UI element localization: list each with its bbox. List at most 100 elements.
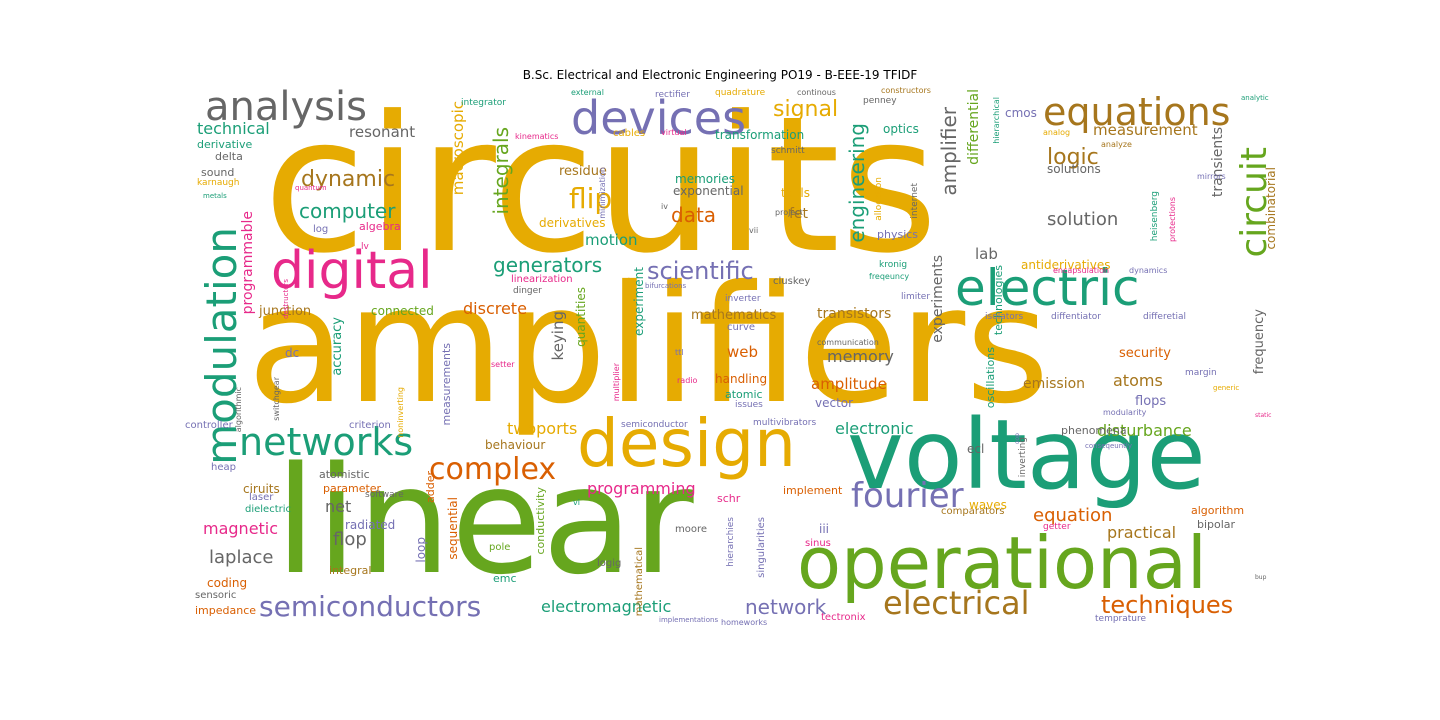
word-generators: generators (493, 253, 603, 277)
word-network: network (745, 595, 827, 619)
word-bup: bup (1255, 574, 1267, 581)
word-virtual: virtual (661, 128, 687, 137)
word-magnetic: magnetic (203, 519, 279, 538)
word-analog: analog (1043, 128, 1071, 137)
word-laser: laser (249, 492, 274, 503)
word-differetial: differetial (1143, 312, 1187, 322)
word-discrete: discrete (463, 299, 527, 318)
word-analysis: analysis (205, 87, 367, 130)
word-protections: protections (1168, 197, 1177, 243)
word-pole: pole (489, 542, 511, 553)
word-cables: cables (613, 128, 646, 139)
word-communication: communication (817, 338, 879, 347)
word-controller: controller (185, 420, 233, 431)
word-computer: computer (299, 199, 396, 223)
word-implement: implement (783, 484, 843, 497)
word-measurement: measurement (1093, 121, 1198, 139)
word-data: data (671, 203, 717, 227)
word-ecl: ecl (967, 442, 985, 456)
word-behaviour: behaviour (485, 438, 546, 452)
word-metals: metals (203, 192, 227, 200)
word-optics: optics (883, 122, 919, 136)
word-accuracy: accuracy (330, 317, 345, 376)
word-solution: solution (1047, 209, 1119, 230)
word-scientific: scientific (647, 257, 754, 285)
word-linear: linear (275, 435, 694, 607)
word-electric: electric (955, 259, 1140, 317)
word-rectifier: rectifier (655, 90, 690, 100)
word-criterion: criterion (349, 420, 391, 431)
word-electrical: electrical (883, 584, 1030, 622)
word-waves: waves (969, 498, 1007, 512)
word-sensoric: sensoric (195, 590, 237, 601)
word-antiderivatives: antiderivatives (1021, 258, 1111, 272)
word-fet: fet (789, 206, 809, 222)
word-dynamics: dynamics (1129, 266, 1168, 275)
word-internet: internet (910, 183, 920, 219)
word-mathematics: mathematics (691, 308, 777, 323)
word-cluskey: cluskey (773, 276, 811, 287)
word-disturbance: disturbance (1097, 421, 1192, 440)
word-conseqeuntly: conseqeuntly (1085, 442, 1132, 450)
word-motion: motion (585, 231, 638, 249)
word-parameter: parameter (323, 482, 382, 495)
word-quantities: quantities (574, 287, 588, 347)
word-transistors: transistors (817, 306, 892, 322)
word-bifurcations: bifurcations (645, 282, 687, 290)
word-external: external (571, 88, 604, 97)
word-hierarchies: hierarchies (726, 517, 736, 567)
word-sound: sound (201, 166, 235, 179)
chart-title: B.Sc. Electrical and Electronic Engineer… (522, 68, 918, 82)
word-engineering: engineering (845, 123, 869, 243)
word-mathematical: mathematical (634, 547, 645, 617)
word-techniques: techniques (1101, 591, 1234, 619)
word-transformation: transformation (715, 128, 805, 142)
word-programmable: programmable (240, 211, 256, 315)
word-quadrature: quadrature (715, 88, 766, 98)
word-memories: memories (675, 172, 736, 186)
word-freqeuncy: freqeuncy (869, 272, 910, 281)
word-dynamic: dynamic (301, 167, 396, 192)
word-algorithmic: algorithmic (234, 387, 243, 433)
word-atoms: atoms (1113, 371, 1163, 390)
word-impedance: impedance (195, 604, 257, 617)
word-atomistic: atomistic (319, 468, 370, 481)
word-iii: iii (819, 522, 830, 536)
word-modularity: modularity (1103, 408, 1147, 417)
word-implementations: implementations (659, 616, 719, 624)
word-dielectric: dielectric (245, 504, 292, 515)
word-electronic: electronic (835, 419, 914, 438)
word-digital: digital (271, 241, 433, 301)
word-schr: schr (717, 492, 741, 505)
word-experiments: experiments (930, 255, 946, 343)
word-heisenberg: heisenberg (1150, 191, 1160, 242)
word-net: net (325, 497, 352, 516)
word-residue: residue (559, 164, 607, 179)
word-tools: tools (781, 186, 810, 200)
word-devices: devices (571, 91, 747, 145)
word-laplace: laplace (209, 547, 274, 568)
word-lv: lv (361, 242, 369, 252)
word-complex: complex (429, 452, 557, 487)
word-analyze: analyze (1101, 140, 1132, 149)
word-technical: technical (197, 119, 270, 138)
word-radio: radio (677, 376, 698, 385)
word-integral: integral (329, 564, 372, 577)
word-logic: logic (1047, 145, 1099, 170)
word-oscillations: oscillations (984, 347, 997, 409)
word-measurements: measurements (440, 343, 453, 426)
word-technologies: technologies (992, 265, 1005, 336)
word-homeworks: homeworks (721, 618, 768, 627)
word-dc: dc (285, 346, 300, 360)
word-multivibrators: multivibrators (753, 418, 817, 428)
word-continous: continous (797, 88, 836, 97)
word-vector: vector (815, 396, 854, 410)
word-memory: memory (827, 347, 894, 366)
word-issues: issues (735, 400, 763, 410)
word-electromagnetic: electromagnetic (541, 597, 672, 616)
word-integrator: integrator (461, 98, 506, 108)
word-signal: signal (773, 97, 839, 122)
word-semiconductor: semiconductor (621, 420, 688, 430)
word-vii: vii (749, 226, 759, 235)
word-constructors: constructors (881, 87, 931, 95)
